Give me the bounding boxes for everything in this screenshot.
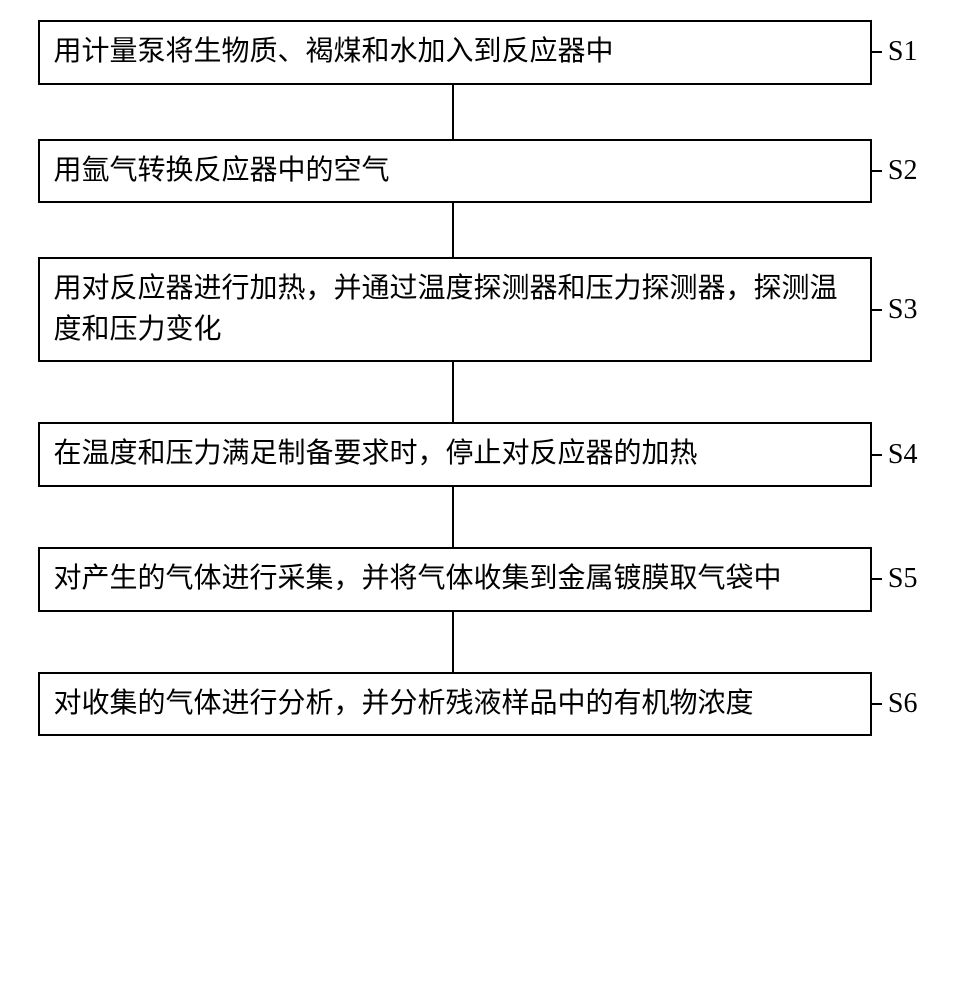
label-group: S5 (872, 563, 918, 595)
leader-line (872, 578, 882, 580)
step-box: 在温度和压力满足制备要求时，停止对反应器的加热 (38, 422, 872, 487)
step-label: S6 (888, 688, 918, 720)
step-text: 用对反应器进行加热，并通过温度探测器和压力探测器，探测温度和压力变化 (54, 273, 838, 345)
step-label: S1 (888, 36, 918, 68)
step-box: 对收集的气体进行分析，并分析残液样品中的有机物浓度 (38, 672, 872, 737)
step-label: S5 (888, 563, 918, 595)
label-group: S1 (872, 36, 918, 68)
connector (452, 85, 454, 139)
connector-wrapper (38, 612, 918, 672)
label-group: S2 (872, 155, 918, 187)
step-label: S4 (888, 439, 918, 471)
step-s2: 用氩气转换反应器中的空气 S2 (38, 139, 918, 204)
connector (452, 362, 454, 422)
flowchart-container: 用计量泵将生物质、褐煤和水加入到反应器中 S1 用氩气转换反应器中的空气 S2 … (38, 20, 918, 736)
step-label: S2 (888, 155, 918, 187)
step-text: 在温度和压力满足制备要求时，停止对反应器的加热 (54, 438, 698, 469)
step-box: 对产生的气体进行采集，并将气体收集到金属镀膜取气袋中 (38, 547, 872, 612)
step-text: 对收集的气体进行分析，并分析残液样品中的有机物浓度 (54, 688, 754, 719)
leader-line (872, 703, 882, 705)
step-s3: 用对反应器进行加热，并通过温度探测器和压力探测器，探测温度和压力变化 S3 (38, 257, 918, 362)
connector-wrapper (38, 487, 918, 547)
step-text: 用计量泵将生物质、褐煤和水加入到反应器中 (54, 36, 614, 67)
connector (452, 203, 454, 257)
step-label: S3 (888, 294, 918, 326)
step-s5: 对产生的气体进行采集，并将气体收集到金属镀膜取气袋中 S5 (38, 547, 918, 612)
step-s6: 对收集的气体进行分析，并分析残液样品中的有机物浓度 S6 (38, 672, 918, 737)
step-s1: 用计量泵将生物质、褐煤和水加入到反应器中 S1 (38, 20, 918, 85)
connector-wrapper (38, 85, 918, 139)
leader-line (872, 454, 882, 456)
step-box: 用对反应器进行加热，并通过温度探测器和压力探测器，探测温度和压力变化 (38, 257, 872, 362)
label-group: S6 (872, 688, 918, 720)
label-group: S4 (872, 439, 918, 471)
connector-wrapper (38, 203, 918, 257)
leader-line (872, 51, 882, 53)
step-box: 用计量泵将生物质、褐煤和水加入到反应器中 (38, 20, 872, 85)
connector (452, 487, 454, 547)
connector (452, 612, 454, 672)
step-box: 用氩气转换反应器中的空气 (38, 139, 872, 204)
step-text: 对产生的气体进行采集，并将气体收集到金属镀膜取气袋中 (54, 563, 782, 594)
leader-line (872, 309, 882, 311)
leader-line (872, 170, 882, 172)
step-text: 用氩气转换反应器中的空气 (54, 155, 390, 186)
connector-wrapper (38, 362, 918, 422)
step-s4: 在温度和压力满足制备要求时，停止对反应器的加热 S4 (38, 422, 918, 487)
label-group: S3 (872, 294, 918, 326)
